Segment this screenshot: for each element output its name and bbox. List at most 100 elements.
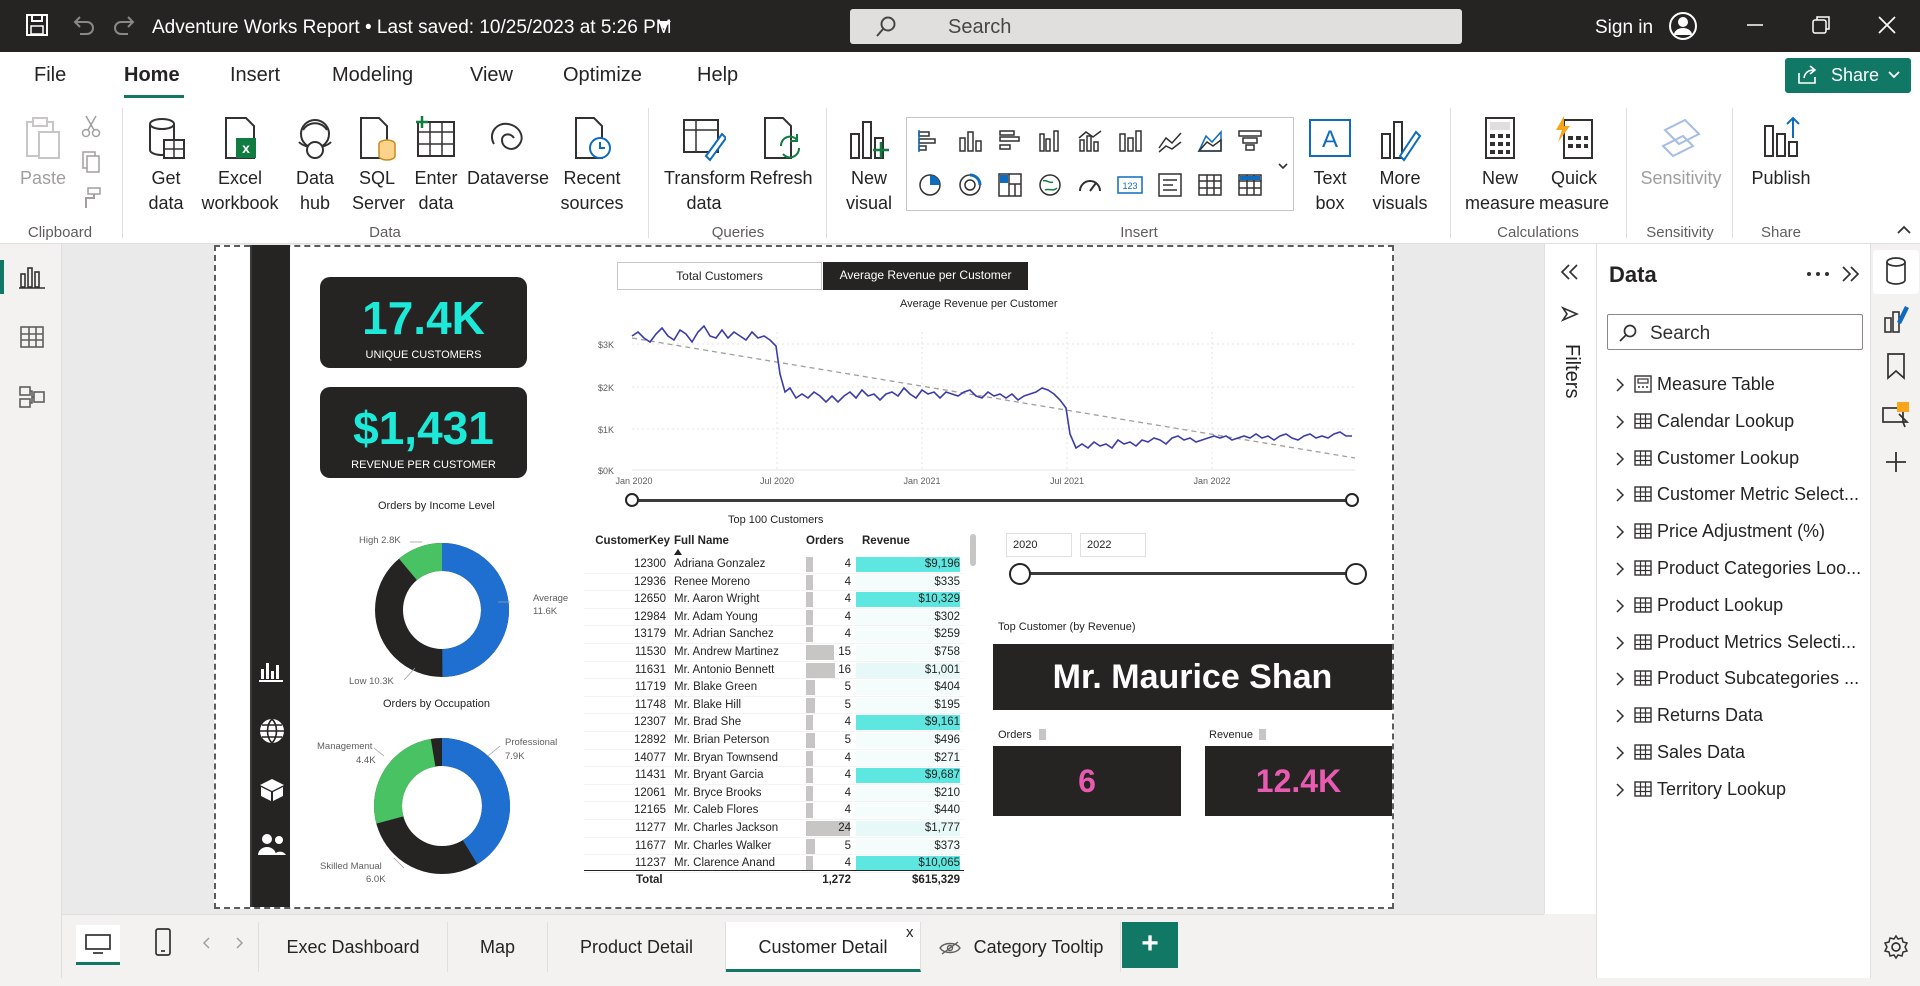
table-row[interactable]: 12984 Mr. Adam Young 4 $302: [584, 609, 964, 627]
scroll-left-icon[interactable]: [202, 937, 212, 949]
table-row[interactable]: 11719 Mr. Blake Green 5 $404: [584, 679, 964, 697]
publish-button[interactable]: Publish: [1746, 116, 1816, 191]
chevron-right-icon[interactable]: [1615, 672, 1625, 686]
table-row[interactable]: 14077 Mr. Bryan Townsend 4 $271: [584, 750, 964, 768]
data-field-item[interactable]: Customer Lookup: [1613, 440, 1868, 476]
tab-file[interactable]: File: [34, 64, 67, 86]
search-input[interactable]: Search: [850, 9, 1462, 44]
table-row[interactable]: 11530 Mr. Andrew Martinez 15 $758: [584, 644, 964, 662]
toggle-average-revenue[interactable]: Average Revenue per Customer: [823, 262, 1028, 290]
date-slider-end-handle[interactable]: [1345, 493, 1359, 507]
cut-icon[interactable]: [80, 114, 102, 138]
data-field-item[interactable]: Product Metrics Selecti...: [1613, 624, 1868, 660]
people-icon[interactable]: [256, 831, 288, 859]
restore-icon[interactable]: [1808, 12, 1834, 38]
document-title[interactable]: Adventure Works Report • Last saved: 10/…: [152, 17, 672, 38]
new-measure-button[interactable]: New measure: [1462, 116, 1538, 216]
page-tab-map[interactable]: Map: [448, 922, 548, 972]
column-header-orders[interactable]: Orders: [806, 535, 844, 547]
report-view-icon[interactable]: [18, 264, 46, 290]
chevron-down-icon[interactable]: [657, 21, 671, 29]
toggle-total-customers[interactable]: Total Customers: [617, 262, 822, 290]
globe-icon[interactable]: [258, 717, 286, 745]
copy-icon[interactable]: [80, 150, 102, 174]
kpi-card-revenue-per-customer[interactable]: $1,431 REVENUE PER CUSTOMER: [320, 387, 527, 478]
dataverse-button[interactable]: Dataverse: [466, 116, 550, 191]
table-row[interactable]: 11277 Mr. Charles Jackson 24 $1,777: [584, 820, 964, 838]
refresh-button[interactable]: Refresh: [748, 116, 814, 191]
mobile-layout-icon[interactable]: [152, 927, 174, 957]
transform-data-button[interactable]: Transform data: [664, 116, 745, 216]
year-to-input[interactable]: 2022: [1080, 533, 1146, 557]
undo-icon[interactable]: [70, 12, 96, 38]
table-row[interactable]: 11237 Mr. Clarence Anand 4 $10,065: [584, 855, 964, 873]
date-slider-track[interactable]: [632, 499, 1352, 502]
more-visuals-button[interactable]: More visuals: [1360, 116, 1440, 216]
format-painter-icon[interactable]: [80, 186, 102, 210]
table-row[interactable]: 12650 Mr. Aaron Wright 4 $10,329: [584, 591, 964, 609]
data-field-item[interactable]: Price Adjustment (%): [1613, 513, 1868, 549]
tab-help[interactable]: Help: [697, 64, 739, 86]
chevron-right-icon[interactable]: [1615, 452, 1625, 466]
quick-measure-button[interactable]: Quick measure: [1536, 116, 1612, 216]
sign-in-link[interactable]: Sign in: [1595, 17, 1654, 38]
redo-icon[interactable]: [112, 12, 138, 38]
desktop-layout-button[interactable]: [76, 925, 120, 965]
chevron-right-icon[interactable]: [1615, 488, 1625, 502]
gauge-icon[interactable]: [1077, 172, 1103, 198]
chevron-right-icon[interactable]: [1615, 783, 1625, 797]
format-pane-icon[interactable]: [1883, 304, 1909, 334]
filters-pane[interactable]: Filters: [1544, 244, 1596, 914]
table-row[interactable]: 12165 Mr. Caleb Flores 4 $440: [584, 802, 964, 820]
tab-insert[interactable]: Insert: [230, 64, 281, 86]
revenue-card-value[interactable]: 12.4K: [1205, 746, 1392, 816]
table-scrollbar[interactable]: [970, 534, 976, 566]
ribbon-chart-icon[interactable]: [1117, 128, 1143, 154]
enter-data-button[interactable]: Enter data: [412, 116, 460, 216]
share-button[interactable]: Share: [1785, 58, 1911, 93]
data-field-item[interactable]: Product Subcategories ...: [1613, 660, 1868, 696]
bar-chart-icon[interactable]: [258, 657, 286, 683]
paste-button[interactable]: Paste: [18, 116, 68, 191]
chevron-right-icon[interactable]: [1615, 378, 1625, 392]
data-field-item[interactable]: Customer Metric Select...: [1613, 476, 1868, 512]
pie-chart-icon[interactable]: [917, 172, 943, 198]
box-icon[interactable]: [258, 775, 286, 803]
collapse-pane-icon[interactable]: [1839, 264, 1861, 284]
data-field-item[interactable]: Product Categories Loo...: [1613, 550, 1868, 586]
data-pane-icon[interactable]: [1884, 256, 1908, 286]
stacked-bar-chart-icon[interactable]: [917, 128, 943, 154]
column-header-full-name[interactable]: Full Name: [674, 535, 729, 547]
selection-pane-icon[interactable]: [1881, 400, 1911, 428]
table-row[interactable]: 12061 Mr. Bryce Brooks 4 $210: [584, 785, 964, 803]
save-icon[interactable]: [24, 12, 50, 38]
sql-server-button[interactable]: SQL Server: [352, 116, 405, 216]
data-field-item[interactable]: Territory Lookup: [1613, 771, 1868, 807]
series-average-revenue[interactable]: [631, 324, 1352, 450]
table-icon[interactable]: [1197, 172, 1223, 198]
clustered-bar-chart-icon[interactable]: [997, 128, 1023, 154]
column-header-customerkey[interactable]: CustomerKey: [595, 535, 670, 547]
funnel-chart-icon[interactable]: [1237, 128, 1263, 154]
table-row[interactable]: 11631 Mr. Antonio Bennett 16 $1,001: [584, 662, 964, 680]
chevron-right-icon[interactable]: [1615, 562, 1625, 576]
data-field-item[interactable]: Sales Data: [1613, 734, 1868, 770]
kpi-card-unique-customers[interactable]: 17.4K UNIQUE CUSTOMERS: [320, 277, 527, 368]
settings-gear-icon[interactable]: [1883, 934, 1909, 960]
kpi-icon[interactable]: [1157, 172, 1183, 198]
page-tab-customer-detail[interactable]: Customer Detail x: [726, 922, 921, 972]
top-customers-table[interactable]: CustomerKey Full Name Orders Revenue 123…: [584, 532, 970, 890]
recent-sources-button[interactable]: Recent sources: [556, 116, 628, 216]
map-icon[interactable]: [1037, 172, 1063, 198]
close-tab-icon[interactable]: x: [906, 924, 914, 941]
sensitivity-button[interactable]: Sensitivity: [1638, 116, 1724, 191]
date-slider-start-handle[interactable]: [625, 493, 639, 507]
card-icon[interactable]: 123: [1117, 172, 1143, 198]
table-row[interactable]: 11748 Mr. Blake Hill 5 $195: [584, 697, 964, 715]
table-row[interactable]: 13179 Mr. Adrian Sanchez 4 $259: [584, 626, 964, 644]
add-pane-icon[interactable]: [1884, 450, 1908, 474]
top-customer-name[interactable]: Mr. Maurice Shan: [993, 644, 1392, 710]
data-hub-button[interactable]: Data hub: [286, 116, 344, 216]
chevron-down-icon[interactable]: [1277, 162, 1289, 170]
line-column-chart-icon[interactable]: [1077, 128, 1103, 154]
